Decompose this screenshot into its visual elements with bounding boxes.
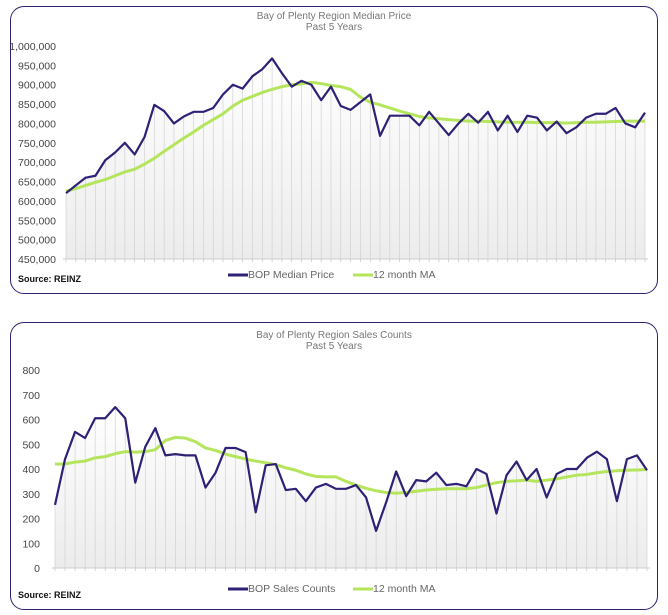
y-tick-label: 600 xyxy=(22,415,40,427)
y-tick-label: 300 xyxy=(22,489,40,501)
series-line xyxy=(53,406,648,532)
y-tick-label: 550,000 xyxy=(18,215,56,227)
ma-line xyxy=(55,435,648,495)
y-tick-label: 0 xyxy=(34,563,40,575)
y-tick-label: 850,000 xyxy=(18,99,56,111)
chart-title: Bay of Plenty Region Sales Counts xyxy=(256,330,412,341)
y-tick-label: 500 xyxy=(22,439,40,451)
chart-title: Bay of Plenty Region Median Price xyxy=(257,11,412,22)
y-tick-label: 450,000 xyxy=(18,254,56,266)
y-tick-label: 1,000,000 xyxy=(9,41,56,53)
y-tick-label: 900,000 xyxy=(18,80,56,92)
y-tick-label: 200 xyxy=(22,514,40,526)
legend-label: BOP Median Price xyxy=(248,269,334,281)
y-tick-label: 650,000 xyxy=(18,177,56,189)
legend-label: 12 month MA xyxy=(373,269,435,281)
chart-subtitle: Past 5 Years xyxy=(306,22,362,33)
y-tick-label: 600,000 xyxy=(18,196,56,208)
source-label: Source: REINZ xyxy=(18,274,82,284)
chart-subtitle: Past 5 Years xyxy=(306,341,362,352)
y-tick-label: 800,000 xyxy=(18,118,56,130)
y-tick-label: 500,000 xyxy=(18,235,56,247)
source-label: Source: REINZ xyxy=(18,590,82,600)
y-tick-label: 950,000 xyxy=(18,60,56,72)
y-tick-label: 100 xyxy=(22,538,40,550)
series-line xyxy=(65,57,646,195)
y-tick-label: 800 xyxy=(22,365,40,377)
legend-label: BOP Sales Counts xyxy=(248,583,335,595)
legend-label: 12 month MA xyxy=(373,583,435,595)
ma-line xyxy=(65,80,645,193)
y-tick-label: 700 xyxy=(22,390,40,402)
y-tick-label: 750,000 xyxy=(18,138,56,150)
y-tick-label: 400 xyxy=(22,464,40,476)
area-fill xyxy=(66,58,645,259)
y-tick-label: 700,000 xyxy=(18,157,56,169)
